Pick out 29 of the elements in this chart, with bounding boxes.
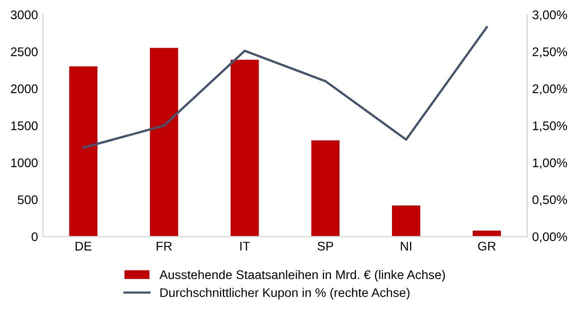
y-tick-label: 1500 (11, 121, 38, 130)
legend-label: Ausstehende Staatsanleihen in Mrd. € (linke Achse) (159, 270, 445, 282)
y2-tick-label: 0,50% (532, 195, 568, 206)
x-tick-label: SP (318, 242, 334, 251)
y-tick-label: 3000 (10, 10, 38, 20)
y2-tick-label: 1,00% (532, 158, 568, 169)
bar (69, 66, 98, 237)
y-tick-label: 500 (18, 195, 38, 204)
bar (472, 230, 501, 237)
x-tick-label: NI (400, 242, 412, 250)
x-tick-label: GR (478, 242, 496, 251)
y-tick-label: 2000 (10, 84, 38, 94)
y-tick-label: 2500 (10, 47, 38, 56)
legend-label: Durchschnittlicher Kupon in % (rechte Achse) (160, 288, 410, 300)
line-series (82, 26, 488, 149)
y-tick-label: 0 (32, 232, 38, 242)
y2-tick-label: 0,00% (532, 232, 568, 243)
x-tick-label: IT (240, 242, 250, 250)
bar (230, 60, 259, 237)
bar (150, 48, 178, 237)
x-tick-label: FR (156, 242, 172, 250)
y2-tick-label: 1,50% (532, 121, 568, 132)
bar (392, 205, 420, 237)
y-tick-label: 1000 (11, 158, 38, 168)
bar (311, 140, 340, 237)
y2-tick-label: 2,50% (532, 47, 568, 58)
x-tick-label: DE (76, 242, 92, 250)
y2-tick-label: 2,00% (532, 84, 568, 95)
y2-tick-label: 3,00% (532, 10, 568, 21)
